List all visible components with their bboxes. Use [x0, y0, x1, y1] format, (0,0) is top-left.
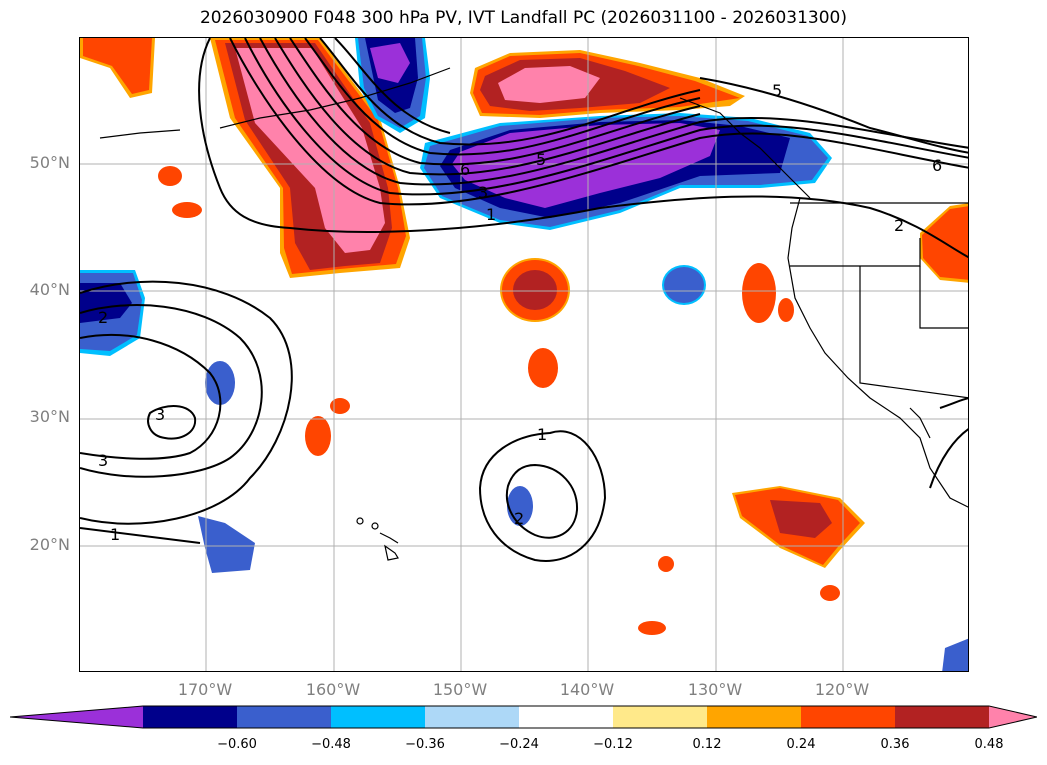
lon-label-150w: 150°W: [432, 680, 488, 699]
colorbar-segment: [707, 706, 802, 728]
contour-label: 5: [536, 150, 546, 169]
colorbar-segment: [331, 706, 426, 728]
lon-label-120w: 120°W: [814, 680, 870, 699]
contour-labels: 6 5 3 1 5 6 2 2 3 3 1 1 2: [98, 81, 942, 544]
lon-label-140w: 140°W: [559, 680, 615, 699]
contour-label: 5: [772, 81, 782, 100]
coastlines: [99, 67, 968, 561]
colorbar-segment: [143, 706, 238, 728]
colorbar-tick-label: −0.24: [499, 737, 539, 752]
lat-label-40n: 40°N: [29, 280, 70, 299]
colorbar-tick-label: 0.24: [786, 737, 816, 752]
colorbar-segment: [425, 706, 520, 728]
contour-label: 3: [155, 405, 165, 424]
map-canvas: 6 5 3 1 5 6 2 2 3 3 1 1 2: [80, 38, 968, 671]
contour-label: 2: [514, 509, 524, 528]
contour-label: 6: [460, 160, 470, 179]
colorbar-tick-label: 0.12: [692, 737, 722, 752]
colorbar-segment: [237, 706, 332, 728]
colorbar-tick-label: −0.12: [593, 737, 633, 752]
contour-label: 3: [98, 451, 108, 470]
colorbar-segment: [895, 706, 990, 728]
colorbar-segments: [10, 705, 1037, 729]
colorbar-tick-label: −0.36: [405, 737, 445, 752]
contour-label: 3: [478, 183, 488, 202]
colorbar-tick-label: 0.48: [974, 737, 1004, 752]
contour-label: 2: [98, 308, 108, 327]
lon-label-130w: 130°W: [687, 680, 743, 699]
contour-label: 6: [932, 156, 942, 175]
colorbar-extend-high: [989, 706, 1037, 728]
colorbar-outline: [10, 705, 1037, 729]
colorbar-segment: [801, 706, 896, 728]
colorbar-segment: [613, 706, 708, 728]
contour-label: 1: [486, 205, 496, 224]
colorbar-segment: [519, 706, 614, 728]
lat-label-20n: 20°N: [29, 535, 70, 554]
colorbar: [10, 705, 1037, 729]
lat-label-30n: 30°N: [29, 407, 70, 426]
contour-label: 1: [537, 425, 547, 444]
contour-label: 2: [894, 216, 904, 235]
colorbar-tick-label: −0.60: [217, 737, 257, 752]
lon-label-160w: 160°W: [305, 680, 361, 699]
contour-label: 1: [110, 525, 120, 544]
lon-label-170w: 170°W: [177, 680, 233, 699]
pv-contours: [80, 38, 968, 562]
lat-label-50n: 50°N: [29, 153, 70, 172]
map-panel: 6 5 3 1 5 6 2 2 3 3 1 1 2: [79, 37, 969, 672]
map-title: 2026030900 F048 300 hPa PV, IVT Landfall…: [199, 8, 847, 28]
graticule: [80, 38, 968, 671]
colorbar-extend-low: [10, 706, 143, 728]
colorbar-tick-label: −0.48: [311, 737, 351, 752]
colorbar-tick-label: 0.36: [880, 737, 910, 752]
